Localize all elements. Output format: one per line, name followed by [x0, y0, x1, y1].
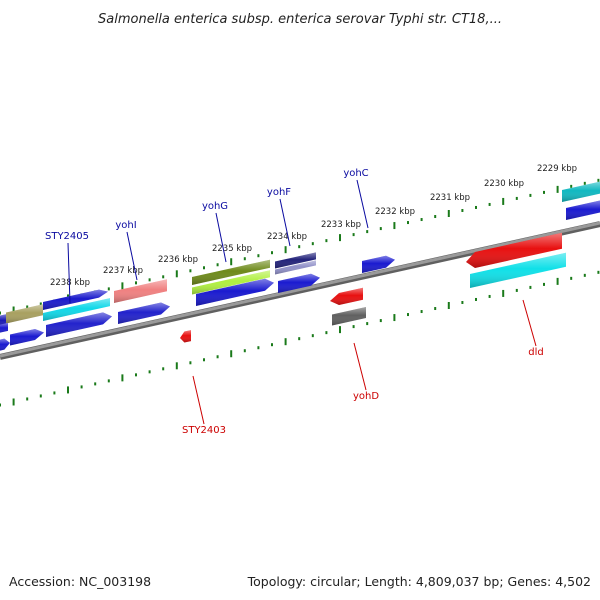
gene-label-sty2405: STY2405 [45, 231, 89, 242]
label-leader-dld [522, 299, 537, 347]
tick-label-2236-kbp: 2236 kbp [158, 255, 198, 265]
feature-1 [0, 314, 6, 327]
genome-summary: Topology: circular; Length: 4,809,037 bp… [247, 574, 591, 589]
feature-8-shine [192, 270, 270, 295]
feature-11 [275, 260, 316, 275]
features [0, 181, 600, 351]
tick-label-2235-kbp: 2235 kbp [212, 244, 252, 254]
feature-6 [118, 302, 170, 324]
feature-4-shine [43, 298, 110, 321]
feature-14 [330, 287, 363, 305]
gene-label-yohc: yohC [343, 168, 368, 179]
feature-5 [114, 279, 167, 303]
feature-17-shine [470, 252, 566, 288]
label-leader-yohi [126, 231, 138, 281]
feature-10-shine [275, 252, 316, 269]
feature-15 [332, 307, 366, 326]
gene-labels: STY2405 yohI yohG yohF yohC STY2403 yohD dld [45, 168, 544, 436]
gene-label-yohi: yohI [115, 220, 136, 231]
feature-3-shine [43, 289, 108, 310]
feature-24-shine [180, 330, 191, 343]
feature-13-shine [362, 255, 395, 273]
feature-24 [180, 330, 191, 343]
backbone-axis [0, 221, 600, 358]
gene-label-sty2403: STY2403 [182, 425, 226, 436]
feature-2-shine [6, 304, 43, 324]
label-lines [67, 179, 537, 425]
feature-7-shine [192, 259, 270, 285]
tick-label-2232-kbp: 2232 kbp [375, 207, 415, 217]
gene-label-yohd: yohD [353, 391, 379, 402]
label-leader-yohd [353, 342, 367, 391]
feature-12 [278, 273, 320, 293]
feature-4 [43, 298, 110, 321]
inner-tick-ring [0, 270, 600, 407]
feature-19-shine [566, 200, 600, 220]
gene-label-yohg: yohG [202, 201, 228, 212]
feature-23-shine [0, 322, 8, 333]
feature-16 [466, 232, 562, 268]
feature-8 [192, 270, 270, 295]
tick-label-2231-kbp: 2231 kbp [430, 193, 470, 203]
feature-16-shine [466, 232, 562, 268]
gene-label-dld: dld [528, 347, 543, 358]
label-leader-sty2403 [192, 375, 205, 425]
tick-label-2230-kbp: 2230 kbp [484, 179, 524, 189]
label-leader-sty2405 [67, 242, 71, 304]
tick-label-2234-kbp: 2234 kbp [267, 232, 307, 242]
feature-13 [362, 255, 395, 273]
feature-22-shine [46, 312, 112, 337]
feature-5-shine [114, 279, 167, 303]
label-leader-yohc [356, 179, 369, 229]
feature-20-shine [0, 338, 10, 351]
feature-3 [43, 289, 108, 310]
feature-22 [46, 312, 112, 337]
feature-6-shine [118, 302, 170, 324]
tick-label-2233-kbp: 2233 kbp [321, 220, 361, 230]
feature-1-shine [0, 314, 6, 327]
tick-rings [0, 178, 600, 407]
feature-7 [192, 259, 270, 285]
feature-10 [275, 252, 316, 269]
map-title: Salmonella enterica subsp. enterica sero… [98, 12, 502, 27]
tick-labels: 2238 kbp 2237 kbp 2236 kbp 2235 kbp 2234 kbp… [50, 164, 577, 288]
tick-label-2229-kbp: 2229 kbp [537, 164, 577, 174]
gene-label-yohf: yohF [267, 187, 291, 198]
feature-18 [562, 181, 600, 202]
accession: Accession: NC_003198 [9, 574, 151, 589]
tick-label-2238-kbp: 2238 kbp [50, 278, 90, 288]
feature-12-shine [278, 273, 320, 293]
feature-9-shine [196, 278, 274, 306]
feature-11-shine [275, 260, 316, 275]
outer-tick-ring [0, 178, 600, 315]
label-leader-yohf [279, 198, 291, 247]
feature-20 [0, 338, 10, 351]
feature-21 [10, 329, 44, 346]
feature-9 [196, 278, 274, 306]
tick-label-2237-kbp: 2237 kbp [103, 266, 143, 276]
feature-21-shine [10, 329, 44, 346]
feature-23 [0, 322, 8, 333]
feature-18-shine [562, 181, 600, 202]
feature-17 [470, 252, 566, 288]
feature-19 [566, 200, 600, 220]
feature-15-shine [332, 307, 366, 326]
feature-2 [6, 304, 43, 324]
label-leader-yohg [215, 212, 227, 263]
feature-14-shine [330, 287, 363, 305]
